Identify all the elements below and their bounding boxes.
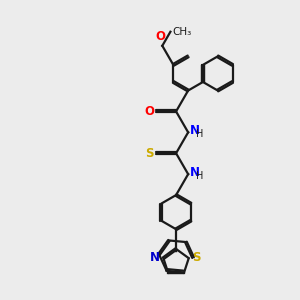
Text: H: H bbox=[196, 171, 203, 181]
Text: N: N bbox=[190, 166, 200, 179]
Text: N: N bbox=[150, 251, 160, 264]
Text: S: S bbox=[146, 147, 154, 160]
Text: S: S bbox=[192, 251, 200, 264]
Text: H: H bbox=[196, 129, 203, 139]
Text: O: O bbox=[144, 105, 154, 118]
Text: N: N bbox=[190, 124, 200, 137]
Text: O: O bbox=[156, 30, 166, 44]
Text: CH₃: CH₃ bbox=[172, 27, 191, 37]
